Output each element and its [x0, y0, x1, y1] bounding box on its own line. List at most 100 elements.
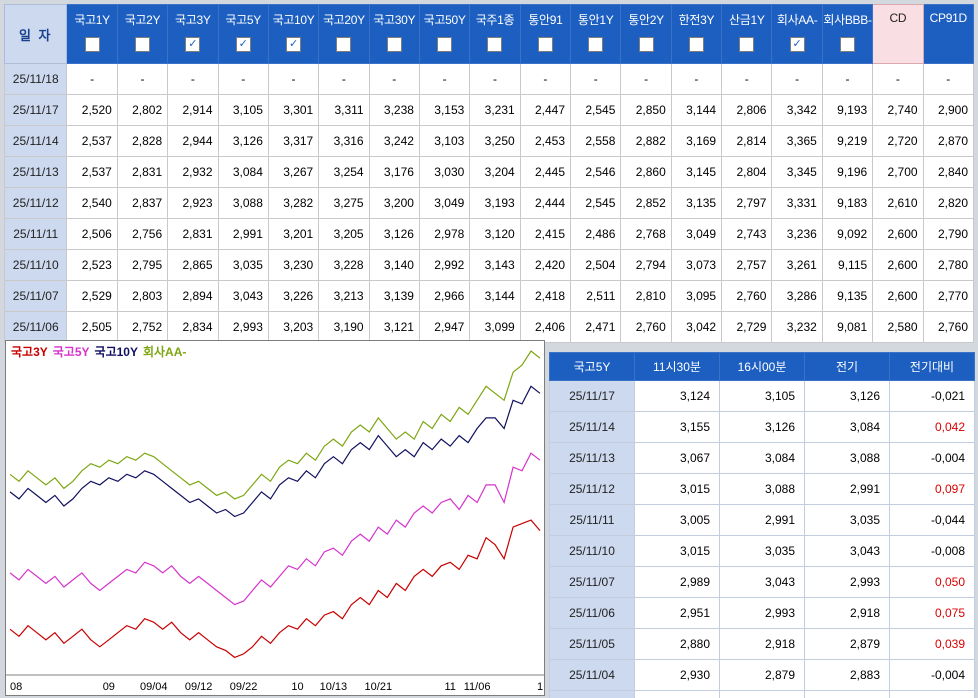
rate-cell: 2,757: [721, 249, 773, 281]
col-header-15[interactable]: 회사BBB-: [821, 4, 874, 64]
rt-value-cell: 2,991: [804, 473, 890, 505]
rate-cell: 3,049: [418, 187, 471, 219]
chart-legend: 국고3Y 국고5Y 국고10Y 회사AA-: [11, 343, 191, 360]
col-checkbox-1[interactable]: [134, 37, 150, 52]
table-row: 25/11/10 3,015 3,035 3,043 -0,008: [549, 535, 975, 567]
col-checkbox-wrap: [320, 37, 368, 52]
rate-cell: 3,145: [670, 156, 723, 188]
col-header-14[interactable]: 회사AA- ✓: [771, 4, 823, 64]
col-checkbox-8[interactable]: [487, 37, 503, 52]
col-header-2[interactable]: 국고3Y ✓: [167, 4, 219, 64]
table-row: 25/11/12 2,540 2,837 2,923 3,088 3,282 3,275 3,…: [3, 187, 975, 219]
col-header-12[interactable]: 한전3Y: [670, 4, 723, 64]
rate-cell: 2,740: [872, 94, 924, 126]
col-checkbox-5[interactable]: [336, 37, 352, 52]
col-checkbox-13[interactable]: [739, 37, 755, 52]
rate-cell: 2,520: [66, 94, 118, 126]
rate-cell: 3,143: [469, 249, 521, 281]
rate-cell: 3,035: [217, 249, 269, 281]
rates-table-head: 일 자 국고1Y 국고2Y 국고3Y ✓ 국고5Y ✓ 국고10Y ✓ 국고20Y 국고30Y 국고5…: [3, 4, 975, 64]
x-tick-label: 1: [537, 681, 543, 693]
col-checkbox-4[interactable]: ✓: [286, 37, 302, 52]
rate-cell: 2,471: [570, 311, 622, 343]
rate-cell: 3,236: [771, 218, 823, 250]
rt-value-cell: 2,883: [804, 659, 890, 691]
rate-cell: 3,275: [318, 187, 370, 219]
col-checkbox-3[interactable]: ✓: [235, 37, 251, 52]
col-header-16[interactable]: CD: [872, 4, 924, 64]
col-checkbox-wrap: [471, 37, 519, 52]
rate-cell: 2,802: [116, 94, 169, 126]
col-header-4[interactable]: 국고10Y ✓: [267, 4, 320, 64]
col-checkbox-12[interactable]: [688, 37, 704, 52]
col-checkbox-2[interactable]: ✓: [185, 37, 201, 52]
rate-cell: 2,795: [116, 249, 169, 281]
rate-cell: 2,504: [570, 249, 622, 281]
rates-table-body: 25/11/18- - - - - - - - - - - - - - - - - -25/11/17 2,520 2…: [3, 63, 975, 343]
col-header-13[interactable]: 산금1Y: [721, 4, 773, 64]
col-header-11[interactable]: 통안2Y: [620, 4, 672, 64]
col-header-8[interactable]: 국주1종: [469, 4, 521, 64]
col-header-1[interactable]: 국고2Y: [116, 4, 169, 64]
rt-value-cell: 2,951: [634, 597, 720, 629]
col-header-10[interactable]: 통안1Y: [570, 4, 622, 64]
col-header-9[interactable]: 통안91: [519, 4, 572, 64]
series-line-국고10Y: [9, 385, 541, 518]
col-header-0[interactable]: 국고1Y: [66, 4, 118, 64]
rate-cell: 3,144: [670, 94, 723, 126]
series-line-국고5Y: [9, 452, 541, 606]
rate-cell: 3,203: [267, 311, 320, 343]
col-checkbox-0[interactable]: [84, 37, 100, 52]
rate-cell: -: [670, 63, 723, 95]
rate-cell: 3,095: [670, 280, 723, 312]
col-header-label: 산금1Y: [729, 13, 765, 27]
col-checkbox-15[interactable]: [840, 37, 855, 52]
rate-cell: 3,200: [368, 187, 420, 219]
table-row: 25/11/06 2,505 2,752 2,834 2,993 3,203 3,190 3,…: [3, 311, 975, 343]
col-checkbox-10[interactable]: [588, 37, 604, 52]
rate-cell: 2,993: [217, 311, 269, 343]
rate-cell: 3,238: [368, 94, 420, 126]
rt-diff-cell: -0,004: [889, 442, 975, 474]
date-cell: 25/11/13: [3, 156, 68, 188]
rate-cell: 2,506: [66, 218, 118, 250]
table-row: 25/11/14 2,537 2,828 2,944 3,126 3,317 3,316 3,…: [3, 125, 975, 157]
col-header-7[interactable]: 국고50Y: [418, 4, 471, 64]
rate-cell: 9,115: [821, 249, 874, 281]
col-checkbox-wrap: [118, 37, 166, 52]
rate-cell: 9,193: [821, 94, 874, 126]
rt-diff-cell: 0,042: [889, 411, 975, 443]
col-header-17[interactable]: CP91D: [922, 4, 975, 64]
intraday-header-row: 국고5Y 11시30분 16시00분 전기 전기대비: [549, 352, 975, 381]
intraday-panel: 국고5Y 11시30분 16시00분 전기 전기대비 25/11/17 3,124 3,10…: [549, 352, 975, 698]
col-checkbox-6[interactable]: [386, 37, 402, 52]
col-checkbox-wrap: [672, 37, 720, 52]
col-checkbox-wrap: [420, 37, 468, 52]
rate-cell: 2,840: [922, 156, 975, 188]
rt-value-cell: 2,991: [719, 504, 805, 536]
rt-diff-cell: 0,028: [889, 690, 975, 698]
rate-cell: 3,282: [267, 187, 320, 219]
col-checkbox-14[interactable]: ✓: [789, 37, 805, 52]
rate-cell: 2,700: [872, 156, 924, 188]
legend-item: 국고10Y: [94, 345, 138, 359]
col-header-6[interactable]: 국고30Y: [368, 4, 420, 64]
col-header-label: 회사BBB-: [823, 13, 872, 27]
rt-value-cell: 2,989: [634, 566, 720, 598]
rt-date-cell: 25/11/06: [549, 597, 635, 629]
rate-cell: 3,030: [418, 156, 471, 188]
rt-date-cell: 25/11/17: [549, 380, 635, 412]
table-row: 25/11/12 3,015 3,088 2,991 0,097: [549, 473, 975, 505]
col-checkbox-11[interactable]: [638, 37, 654, 52]
col-checkbox-wrap: ✓: [773, 37, 821, 52]
rate-cell: 2,803: [116, 280, 169, 312]
rate-cell: 3,286: [771, 280, 823, 312]
rate-cell: 2,540: [66, 187, 118, 219]
rt-col-header-2: 16시00분: [719, 352, 805, 381]
rate-cell: 2,415: [519, 218, 572, 250]
rate-cell: 3,345: [771, 156, 823, 188]
col-checkbox-7[interactable]: [437, 37, 453, 52]
col-header-5[interactable]: 국고20Y: [318, 4, 370, 64]
col-header-3[interactable]: 국고5Y ✓: [217, 4, 269, 64]
col-checkbox-9[interactable]: [537, 37, 553, 52]
